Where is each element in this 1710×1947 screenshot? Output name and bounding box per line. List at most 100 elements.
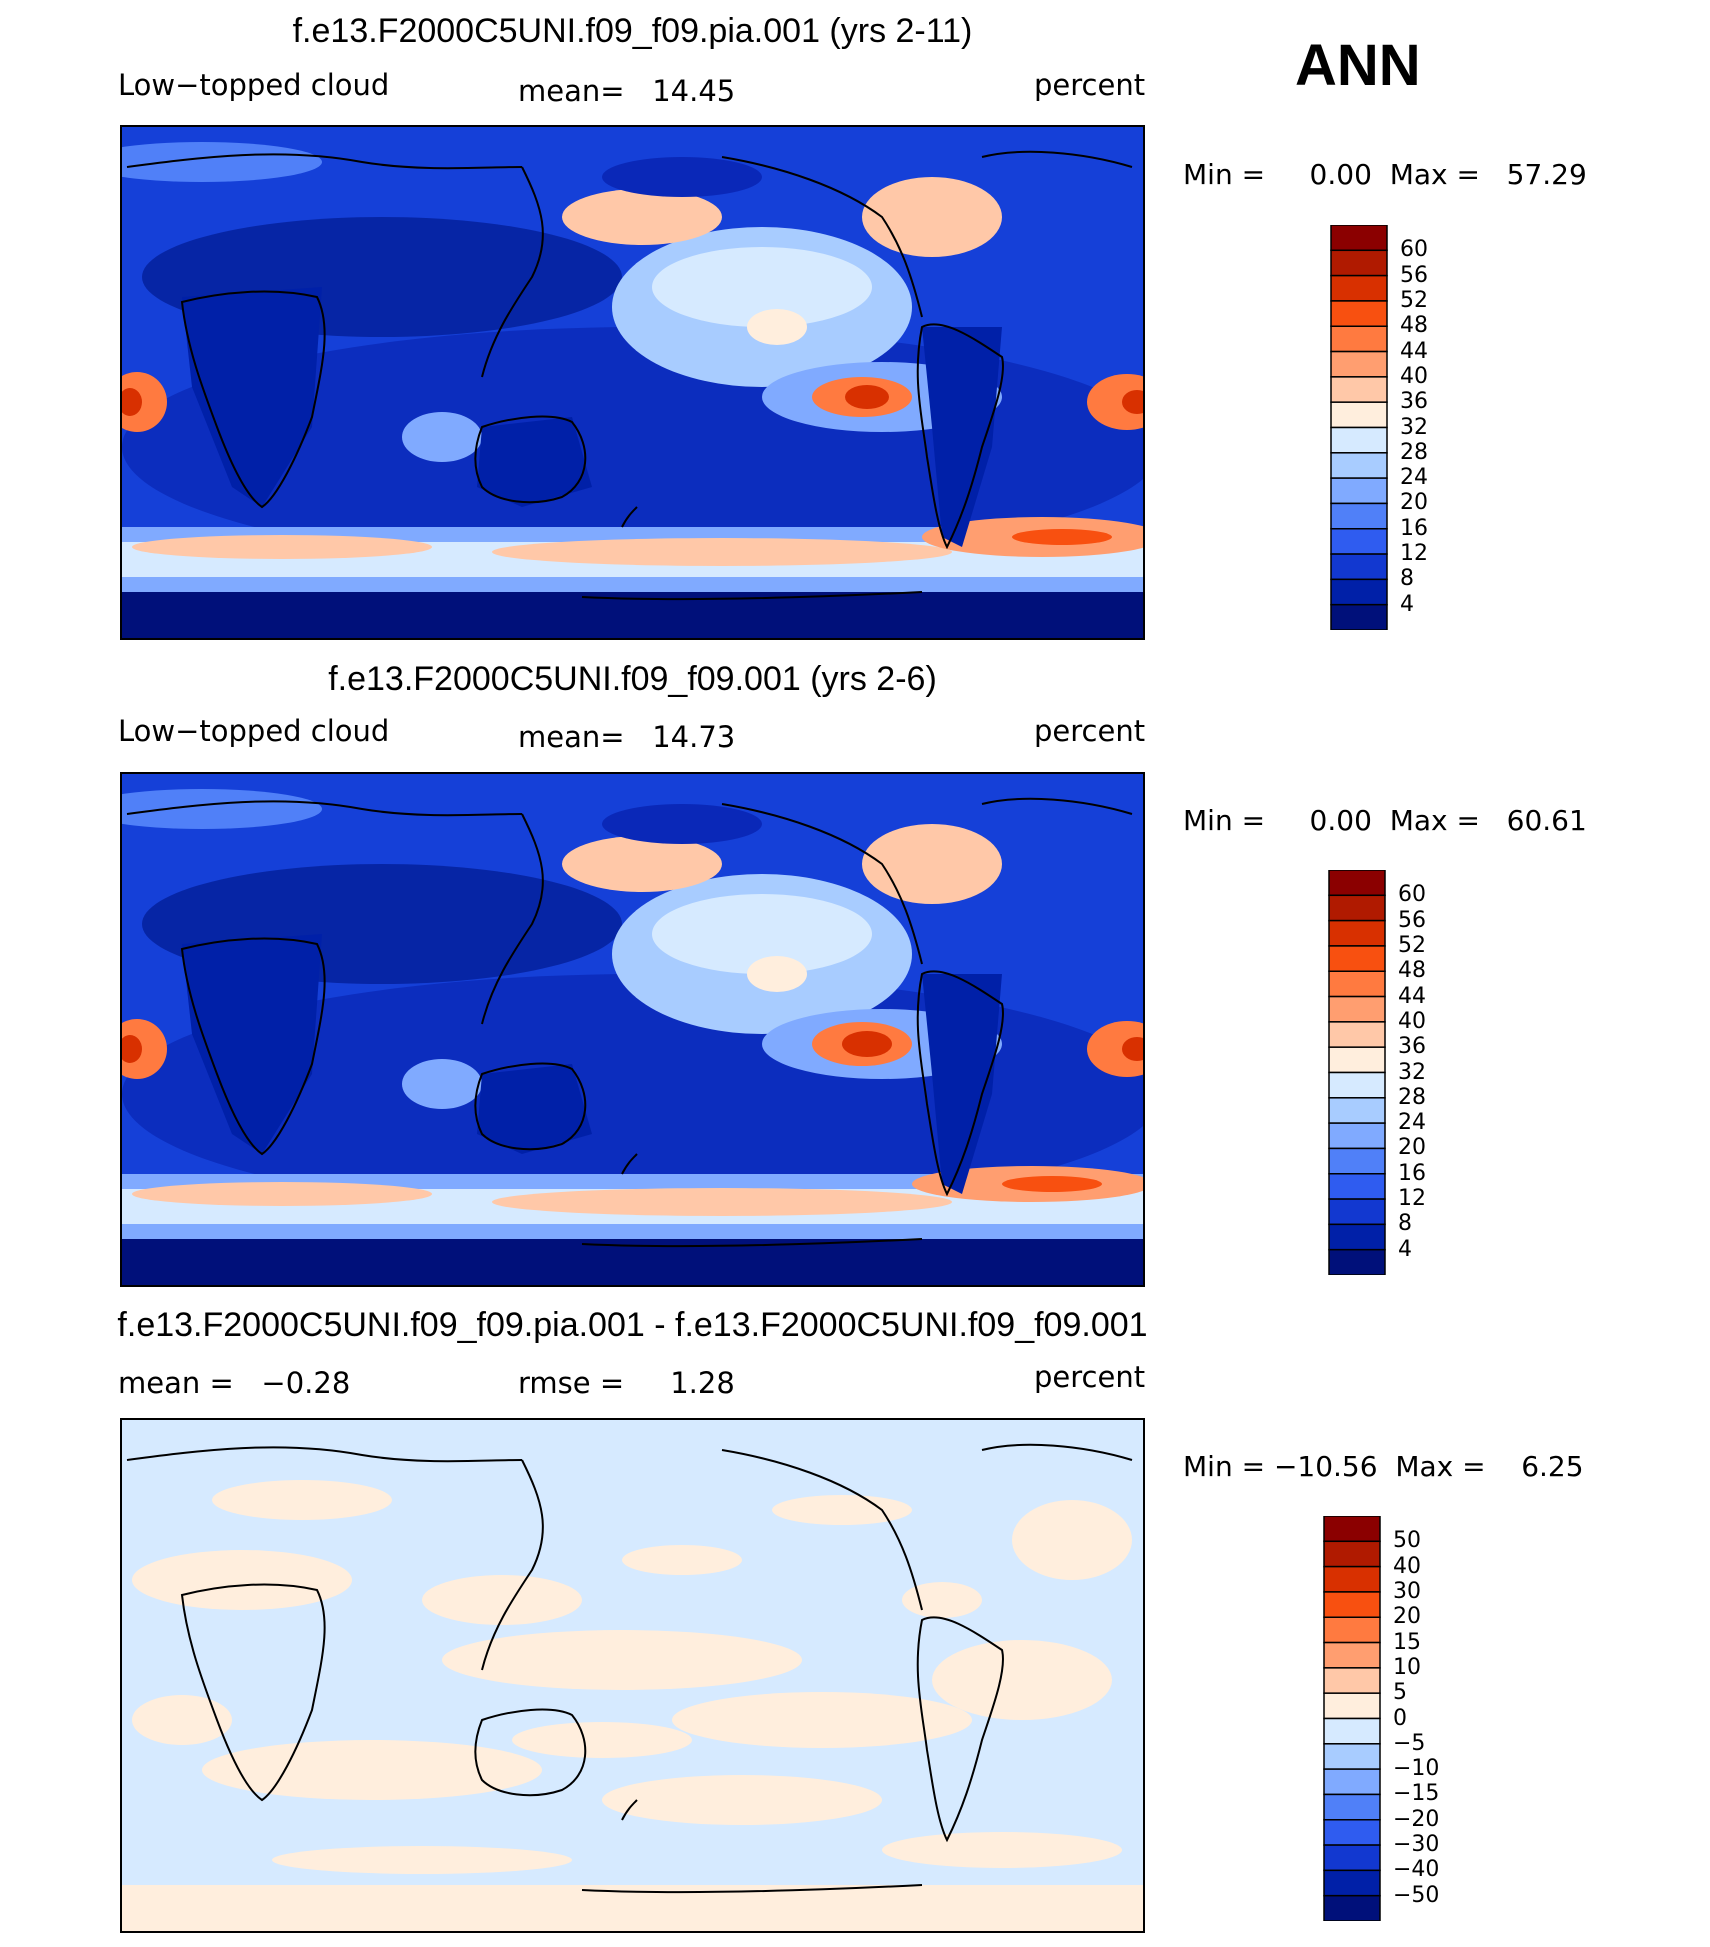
colorbar-tick-label: 44 — [1398, 983, 1426, 1009]
colorbar-tick-label: 24 — [1398, 1110, 1426, 1136]
colorbar-swatch — [1328, 1021, 1386, 1048]
colorbar-swatch — [1328, 1122, 1386, 1150]
colorbar-swatch — [1330, 603, 1388, 630]
colorbar-swatch — [1328, 870, 1386, 897]
colorbar-tick-label: 4 — [1398, 1236, 1412, 1262]
colorbar-swatch — [1328, 1046, 1386, 1074]
panel-3-map — [120, 1418, 1145, 1933]
panel-3-colorbar: 50 40 30 20 15 10 5 0 −5 −10 −15 −20 −30 −40 −50 — [1323, 1516, 1439, 1921]
colorbar-swatch — [1328, 1223, 1386, 1251]
colorbar-tick-label: −5 — [1393, 1730, 1426, 1756]
panel-1-mean-label: mean= 14.45 — [518, 74, 736, 108]
colorbar-tick-label: 36 — [1400, 389, 1428, 415]
panel-2-units-label: percent — [1034, 714, 1146, 748]
colorbar-swatch — [1323, 1793, 1381, 1821]
colorbar-tick-label: 32 — [1400, 414, 1428, 440]
colorbar-tick-label: 40 — [1393, 1553, 1421, 1579]
colorbar-tick-label: 56 — [1398, 907, 1426, 933]
panel-1-title: f.e13.F2000C5UNI.f09_f09.pia.001 (yrs 2-… — [292, 12, 973, 50]
colorbar-swatch — [1330, 225, 1388, 252]
colorbar-swatch — [1328, 1248, 1386, 1275]
panel-3-mean-label: mean = −0.28 — [118, 1366, 351, 1400]
colorbar-tick-label: −10 — [1393, 1756, 1440, 1782]
colorbar-swatch — [1330, 452, 1388, 479]
colorbar-swatch — [1328, 1071, 1386, 1099]
colorbar-swatch — [1330, 502, 1388, 530]
panel-3-min-max: Min = −10.56 Max = 6.25 — [1183, 1450, 1584, 1483]
colorbar-swatch — [1323, 1667, 1381, 1694]
colorbar-swatch — [1330, 300, 1388, 327]
season-label: ANN — [1295, 33, 1421, 98]
colorbar-swatch — [1328, 1173, 1386, 1200]
colorbar-tick-label: −50 — [1393, 1882, 1440, 1908]
colorbar-tick-label: 15 — [1393, 1629, 1421, 1655]
colorbar-tick-label: −30 — [1393, 1832, 1440, 1858]
colorbar-swatch — [1330, 426, 1388, 454]
colorbar-swatch — [1323, 1717, 1381, 1745]
colorbar-swatch — [1328, 1097, 1386, 1124]
colorbar-tick-label: 56 — [1400, 262, 1428, 288]
panel-3-units-label: percent — [1034, 1360, 1146, 1394]
colorbar-tick-label: 0 — [1393, 1705, 1407, 1731]
colorbar-tick-label: 8 — [1400, 566, 1414, 592]
colorbar-swatch — [1330, 376, 1388, 403]
colorbar-tick-label: 5 — [1393, 1680, 1407, 1706]
panel-1-min-max: Min = 0.00 Max = 57.29 — [1183, 158, 1587, 191]
colorbar-tick-label: 60 — [1400, 237, 1428, 263]
colorbar-tick-label: −15 — [1393, 1781, 1440, 1807]
colorbar-tick-label: 40 — [1400, 363, 1428, 389]
colorbar-swatch — [1330, 477, 1388, 505]
colorbar-swatch — [1328, 1198, 1386, 1226]
colorbar-swatch — [1323, 1565, 1381, 1593]
colorbar-swatch — [1330, 274, 1388, 302]
colorbar-swatch — [1328, 945, 1386, 972]
colorbar-tick-label: 8 — [1398, 1211, 1412, 1237]
colorbar-tick-label: 44 — [1400, 338, 1428, 364]
colorbar-tick-label: 50 — [1393, 1528, 1421, 1554]
colorbar-swatch — [1330, 578, 1388, 606]
colorbar-tick-label: 52 — [1400, 287, 1428, 313]
panel-2-title: f.e13.F2000C5UNI.f09_f09.001 (yrs 2-6) — [328, 660, 937, 698]
colorbar-tick-label: 28 — [1398, 1084, 1426, 1110]
colorbar-tick-label: 16 — [1400, 515, 1428, 541]
colorbar-tick-label: 20 — [1400, 490, 1428, 516]
colorbar-tick-label: 28 — [1400, 439, 1428, 465]
colorbar-tick-label: 12 — [1400, 541, 1428, 567]
colorbar-swatch — [1323, 1894, 1381, 1921]
colorbar-swatch — [1323, 1641, 1381, 1669]
colorbar-swatch — [1328, 995, 1386, 1023]
colorbar-swatch — [1323, 1869, 1381, 1897]
panel-2-mean-label: mean= 14.73 — [518, 720, 736, 754]
panel-3-rmse-label: rmse = 1.28 — [518, 1366, 735, 1400]
colorbar-tick-label: 12 — [1398, 1186, 1426, 1212]
panel-3-title: f.e13.F2000C5UNI.f09_f09.pia.001 - f.e13… — [117, 1306, 1148, 1344]
panel-1-variable-label: Low−topped cloud — [118, 68, 390, 102]
colorbar-tick-label: 16 — [1398, 1160, 1426, 1186]
colorbar-swatch — [1330, 553, 1388, 581]
panel-1-colorbar: 60 56 52 48 44 40 36 32 28 24 20 16 12 8 4 — [1330, 225, 1428, 630]
colorbar-tick-label: 48 — [1400, 313, 1428, 339]
colorbar-swatch — [1323, 1692, 1381, 1720]
colorbar-swatch — [1330, 249, 1388, 277]
colorbar-swatch — [1330, 401, 1388, 429]
colorbar-tick-label: 52 — [1398, 932, 1426, 958]
colorbar-tick-label: 48 — [1398, 958, 1426, 984]
colorbar-swatch — [1323, 1591, 1381, 1618]
colorbar-tick-label: 36 — [1398, 1034, 1426, 1060]
colorbar-tick-label: 10 — [1393, 1654, 1421, 1680]
colorbar-swatch — [1323, 1516, 1381, 1543]
colorbar-tick-label: 40 — [1398, 1008, 1426, 1034]
colorbar-swatch — [1330, 528, 1388, 555]
colorbar-swatch — [1323, 1616, 1381, 1644]
colorbar-tick-label: 60 — [1398, 882, 1426, 908]
panel-2-min-max: Min = 0.00 Max = 60.61 — [1183, 804, 1587, 837]
colorbar-swatch — [1323, 1743, 1381, 1770]
colorbar-tick-label: 32 — [1398, 1059, 1426, 1085]
colorbar-swatch — [1330, 350, 1388, 378]
colorbar-swatch — [1323, 1844, 1381, 1872]
colorbar-swatch — [1330, 325, 1388, 353]
colorbar-swatch — [1323, 1819, 1381, 1846]
panel-2-variable-label: Low−topped cloud — [118, 714, 390, 748]
colorbar-tick-label: 24 — [1400, 465, 1428, 491]
colorbar-swatch — [1328, 970, 1386, 998]
